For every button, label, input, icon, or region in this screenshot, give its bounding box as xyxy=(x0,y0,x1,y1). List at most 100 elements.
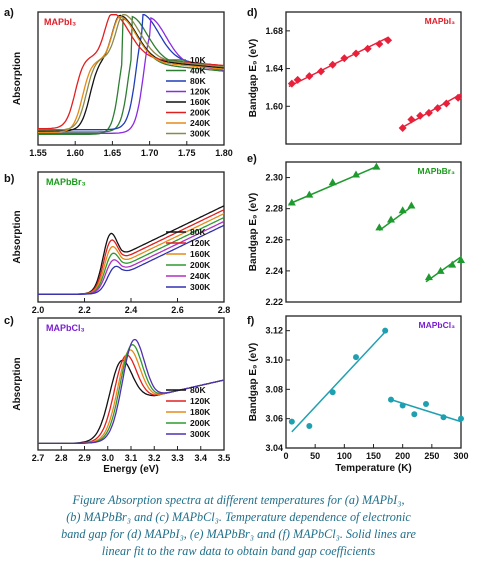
data-point xyxy=(407,201,416,209)
caption-line: linear fit to the raw data to obtain ban… xyxy=(101,544,376,558)
y-axis-label: Bandgap E₉ (eV) xyxy=(248,193,259,271)
panel-letter: d) xyxy=(247,7,258,19)
x-tick-label: 100 xyxy=(337,451,352,461)
data-point xyxy=(288,418,295,425)
figure: a) 1.55 1.60 1.65 1.70 1.75 1.80 Absorption MAPb… xyxy=(4,7,469,475)
data-point xyxy=(352,49,360,58)
data-point xyxy=(287,79,296,88)
x-tick-label: 3.3 xyxy=(171,453,184,463)
x-tick-label: 2.8 xyxy=(218,305,231,315)
data-point xyxy=(353,354,359,361)
data-point xyxy=(388,396,394,403)
data-point xyxy=(305,190,314,198)
x-tick-label: 1.60 xyxy=(66,148,84,158)
compound-label: MAPbBr₃ xyxy=(418,166,456,176)
x-tick-label: 3.4 xyxy=(194,453,207,463)
compound-label: MAPbI₃ xyxy=(44,17,76,27)
x-tick-label: 1.70 xyxy=(141,148,159,158)
figure-caption: Figure Absorption spectra at different t… xyxy=(10,492,467,560)
data-point xyxy=(399,402,406,409)
compound-label: MAPbCl₃ xyxy=(418,320,455,330)
legend-label: 10K xyxy=(190,55,206,65)
caption-line: band gap for (d) MAPbI₃, (e) MAPbBr₃ and… xyxy=(61,527,416,541)
legend-label: 120K xyxy=(190,87,211,97)
x-tick-label: 300 xyxy=(453,451,468,461)
y-tick-label: 3.10 xyxy=(265,355,283,365)
data-point xyxy=(436,266,445,274)
legend-label: 300K xyxy=(190,429,211,439)
y-axis-label: Absorption xyxy=(12,210,23,263)
y-tick-label: 2.24 xyxy=(265,266,283,276)
x-tick-label: 0 xyxy=(283,451,288,461)
x-tick-label: 2.8 xyxy=(55,453,68,463)
y-axis-label: Absorption xyxy=(12,52,23,105)
legend-label: 180K xyxy=(190,407,211,417)
data-point xyxy=(328,178,337,186)
compound-label: MAPbBr₃ xyxy=(46,177,86,187)
x-tick-label: 2.6 xyxy=(171,305,184,315)
data-point xyxy=(454,93,463,102)
data-point xyxy=(424,273,433,281)
legend-label: 160K xyxy=(190,249,211,259)
x-tick-label: 1.75 xyxy=(178,148,196,158)
legend-label: 300K xyxy=(190,282,211,292)
data-point xyxy=(328,60,337,69)
x-tick-label: 3.2 xyxy=(148,453,161,463)
data-point xyxy=(424,108,433,117)
data-point xyxy=(363,44,372,53)
spectrum-line xyxy=(38,15,225,133)
data-point xyxy=(293,75,302,84)
data-point xyxy=(375,40,384,49)
spectrum-line xyxy=(38,14,225,131)
y-tick-label: 2.30 xyxy=(265,173,283,183)
data-point xyxy=(407,115,416,124)
fit-line xyxy=(288,165,377,205)
x-tick-label: 2.4 xyxy=(125,305,138,315)
panel-letter: c) xyxy=(4,315,14,327)
y-tick-label: 3.06 xyxy=(265,414,283,424)
legend-label: 80K xyxy=(190,385,206,395)
x-tick-label: 200 xyxy=(395,451,410,461)
panel-letter: f) xyxy=(247,315,255,327)
data-point xyxy=(384,36,393,45)
bandgap-panel xyxy=(285,315,462,449)
spectrum-line xyxy=(38,14,225,130)
x-tick-label: 2.7 xyxy=(32,453,45,463)
x-tick-label: 3.1 xyxy=(125,453,138,463)
legend-label: 200K xyxy=(190,418,211,428)
x-tick-label: 2.0 xyxy=(32,305,45,315)
spectrum-panel-a xyxy=(37,11,225,146)
legend-label: 40K xyxy=(190,66,206,76)
data-point xyxy=(317,67,325,76)
y-tick-label: 3.12 xyxy=(265,326,283,336)
x-tick-label: 1.80 xyxy=(215,148,233,158)
legend-label: 80K xyxy=(190,227,206,237)
caption-line: (b) MAPbBr₃ and (c) MAPbCl₃. Temperature… xyxy=(66,510,411,524)
legend-label: 160K xyxy=(190,97,211,107)
fit-line xyxy=(378,204,414,232)
legend-label: 200K xyxy=(190,260,211,270)
data-point xyxy=(306,423,313,429)
data-point xyxy=(287,198,296,206)
y-axis-label: Bandgap E₉ (eV) xyxy=(248,343,259,421)
y-tick-label: 3.08 xyxy=(265,384,283,394)
data-point xyxy=(442,99,451,108)
legend-label: 240K xyxy=(190,271,211,281)
data-point xyxy=(457,256,465,263)
x-tick-label: 1.65 xyxy=(104,148,122,158)
compound-label: MAPbI₃ xyxy=(425,16,455,26)
legend-label: 120K xyxy=(190,238,211,248)
data-point xyxy=(387,215,395,223)
y-tick-label: 1.64 xyxy=(265,64,283,74)
legend-label: 200K xyxy=(190,108,211,118)
fit-line xyxy=(288,36,389,88)
compound-label: MAPbCl₃ xyxy=(46,323,85,333)
data-point xyxy=(382,327,389,334)
data-point xyxy=(340,54,349,63)
caption-line: Figure Absorption spectra at different t… xyxy=(72,493,405,507)
panel-letter: a) xyxy=(4,7,14,19)
data-point xyxy=(440,414,447,421)
bandgap-panel xyxy=(285,161,462,303)
x-tick-label: 1.55 xyxy=(29,148,47,158)
y-axis-label: Bandgap E₉ (eV) xyxy=(248,39,259,117)
